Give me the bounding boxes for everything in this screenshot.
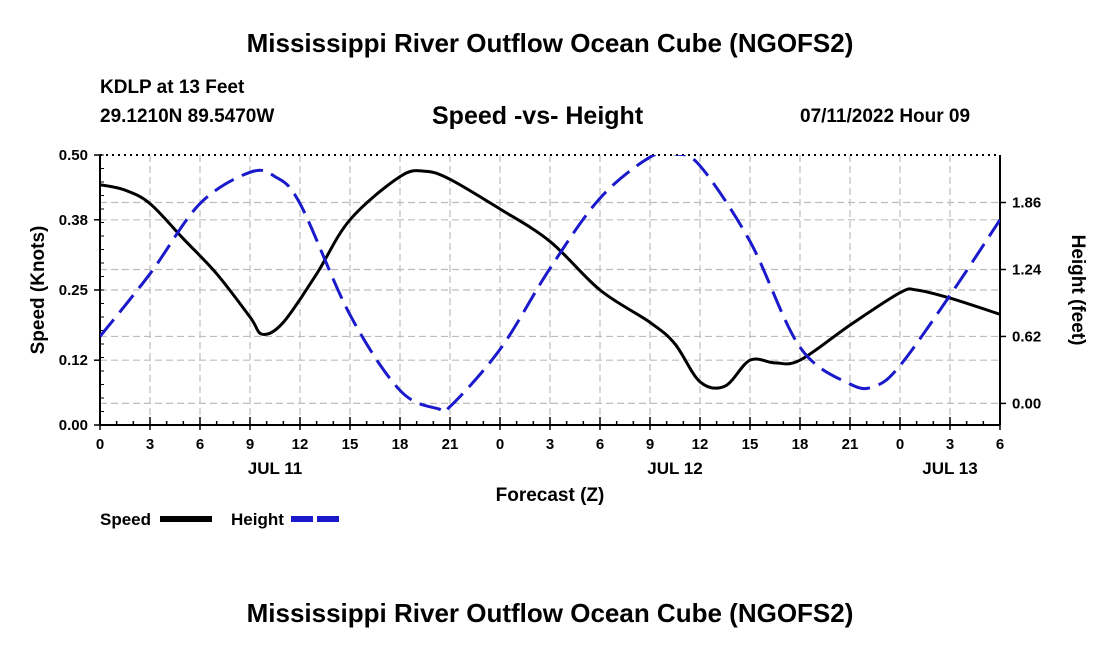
x-tick-label: 15 xyxy=(342,436,359,453)
x-tick-label: 3 xyxy=(146,436,154,453)
station-coordinates: 29.1210N 89.5470W xyxy=(100,106,275,127)
x-tick-label: 6 xyxy=(996,436,1004,453)
axes-layer xyxy=(94,154,1006,430)
y2-axis-title: Height (feet) xyxy=(1067,235,1088,346)
speed-series-line xyxy=(100,169,1000,390)
x-tick-label: 21 xyxy=(442,436,459,453)
x-tick-label: 3 xyxy=(546,436,554,453)
y-tick-label: 0.38 xyxy=(59,212,88,229)
y-tick-label: 0.25 xyxy=(59,282,88,299)
x-tick-label: 15 xyxy=(742,436,759,453)
x-tick-label: 18 xyxy=(392,436,409,453)
x-tick-label: 21 xyxy=(842,436,859,453)
x-tick-label: 12 xyxy=(292,436,309,453)
y-tick-label: 0.00 xyxy=(59,417,88,434)
y-axis-title: Speed (Knots) xyxy=(28,226,49,355)
chart-subtitle: Speed -vs- Height xyxy=(432,102,644,130)
labels-layer: 0 3 6 9 12 15 18 21 0 3 6 9 12 15 18 21 0 3 6 0.00 0.12 0.25 0… xyxy=(28,147,1088,529)
date-label: JUL 11 xyxy=(248,459,303,478)
x-tick-label: 0 xyxy=(896,436,904,453)
height-series-line xyxy=(100,155,1000,414)
series-layer xyxy=(100,155,1000,414)
x-tick-label: 3 xyxy=(946,436,954,453)
grid-layer xyxy=(100,155,1000,425)
x-tick-label: 18 xyxy=(792,436,809,453)
date-label: JUL 12 xyxy=(647,459,702,478)
y-tick-label: 0.12 xyxy=(59,352,88,369)
date-label: JUL 13 xyxy=(922,459,977,478)
x-tick-label: 0 xyxy=(496,436,504,453)
legend-label-speed: Speed xyxy=(100,510,151,529)
y2-tick-label: 0.62 xyxy=(1012,328,1041,345)
forecast-datetime: 07/11/2022 Hour 09 xyxy=(800,106,971,127)
x-tick-label: 12 xyxy=(692,436,709,453)
x-tick-label: 6 xyxy=(196,436,204,453)
x-axis-title: Forecast (Z) xyxy=(496,485,605,506)
y2-tick-label: 0.00 xyxy=(1012,395,1041,412)
y2-tick-label: 1.24 xyxy=(1012,261,1042,278)
footer-title: Mississippi River Outflow Ocean Cube (NG… xyxy=(246,598,854,628)
legend-label-height: Height xyxy=(231,510,284,529)
station-label: KDLP at 13 Feet xyxy=(100,77,245,98)
x-tick-label: 9 xyxy=(646,436,654,453)
x-tick-label: 6 xyxy=(596,436,604,453)
y2-tick-label: 1.86 xyxy=(1012,195,1041,212)
page-title: Mississippi River Outflow Ocean Cube (NG… xyxy=(246,28,854,58)
x-tick-label: 9 xyxy=(246,436,254,453)
x-tick-label: 0 xyxy=(96,436,104,453)
y-tick-label: 0.50 xyxy=(59,147,88,164)
